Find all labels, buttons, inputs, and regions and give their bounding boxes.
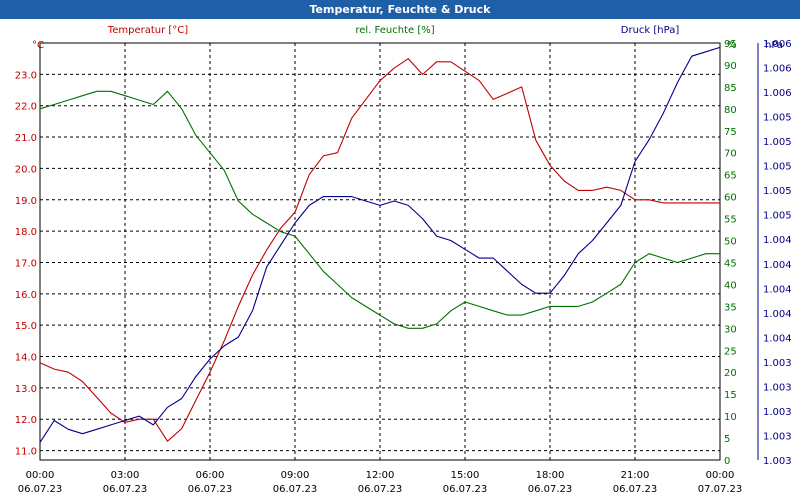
mid-tick-label: 35	[724, 302, 737, 313]
x-tick-date: 07.07.23	[698, 484, 743, 495]
mid-tick-label: 20	[724, 368, 737, 379]
right-tick-label: 1.006	[763, 39, 792, 50]
series-line	[39, 90, 720, 329]
mid-tick-label: 0	[724, 456, 730, 467]
x-tick-date: 06.07.23	[188, 484, 233, 495]
mid-tick-label: 5	[724, 434, 730, 445]
right-tick-label: 1.005	[763, 113, 792, 124]
series-line	[39, 58, 720, 442]
right-tick-label: 1.006	[763, 64, 792, 75]
left-tick-label: 19.0	[15, 196, 37, 207]
left-tick-label: 15.0	[15, 321, 37, 332]
plot-border	[39, 42, 721, 461]
left-tick-label: 17.0	[15, 258, 37, 269]
left-axis-label: Temperatur [°C]	[107, 25, 188, 36]
x-tick-date: 06.07.23	[443, 484, 488, 495]
mid-axis-label: rel. Feuchte [%]	[355, 25, 434, 36]
mid-tick-label: 30	[724, 324, 737, 335]
right-tick-label: 1.005	[763, 162, 792, 173]
series-line	[39, 46, 721, 443]
left-tick-label: 14.0	[15, 353, 37, 364]
x-tick-time: 12:00	[366, 470, 395, 481]
mid-tick-label: 10	[724, 412, 737, 423]
x-tick-time: 21:00	[621, 470, 650, 481]
mid-tick-label: 65	[724, 171, 737, 182]
mid-tick-label: 15	[724, 390, 737, 401]
x-tick-date: 06.07.23	[273, 484, 318, 495]
right-tick-label: 1.004	[763, 235, 792, 246]
x-tick-date: 06.07.23	[18, 484, 63, 495]
mid-tick-label: 90	[724, 61, 737, 72]
right-tick-label: 1.004	[763, 260, 792, 271]
right-tick-label: 1.004	[763, 284, 792, 295]
tick-labels: 00:00 06.07.23 03:00 06.07.23 06:00 06.07.23 0…	[15, 39, 792, 495]
mid-tick-label: 60	[724, 193, 737, 204]
right-tick-label: 1.005	[763, 211, 792, 222]
grid-lines	[40, 43, 720, 460]
mid-tick-label: 40	[724, 280, 737, 291]
left-tick-label: 23.0	[15, 70, 37, 81]
x-tick-time: 09:00	[281, 470, 310, 481]
right-tick-label: 1.003	[763, 407, 792, 418]
right-axis-label: Druck [hPa]	[621, 25, 680, 36]
plot-frame	[39, 42, 759, 461]
left-tick-label: 12.0	[15, 415, 37, 426]
x-tick-time: 06:00	[196, 470, 225, 481]
right-tick-label: 1.005	[763, 186, 792, 197]
left-tick-label: 18.0	[15, 227, 37, 238]
x-tick-date: 06.07.23	[528, 484, 573, 495]
right-tick-label: 1.003	[763, 431, 792, 442]
x-tick-time: 15:00	[451, 470, 480, 481]
left-tick-label: 22.0	[15, 102, 37, 113]
right-tick-label: 1.006	[763, 88, 792, 99]
left-tick-label: 20.0	[15, 164, 37, 175]
right-tick-label: 1.003	[763, 382, 792, 393]
x-tick-date: 06.07.23	[103, 484, 148, 495]
mid-axis-unit: %	[727, 40, 737, 51]
mid-tick-label: 55	[724, 215, 737, 226]
chart-title: Temperatur, Feuchte & Druck	[0, 0, 800, 19]
left-tick-label: 13.0	[15, 384, 37, 395]
right-tick-label: 1.003	[763, 358, 792, 369]
x-tick-time: 00:00	[706, 470, 735, 481]
x-tick-time: 00:00	[26, 470, 55, 481]
right-tick-label: 1.003	[763, 456, 792, 467]
mid-tick-label: 75	[724, 127, 737, 138]
right-tick-label: 1.004	[763, 333, 792, 344]
left-tick-label: 16.0	[15, 290, 37, 301]
mid-tick-label: 85	[724, 83, 737, 94]
left-tick-label: 11.0	[15, 447, 37, 458]
x-tick-time: 18:00	[536, 470, 565, 481]
x-tick-date: 06.07.23	[613, 484, 658, 495]
mid-tick-label: 95	[724, 39, 737, 50]
mid-tick-label: 80	[724, 105, 737, 116]
left-tick-label: 21.0	[15, 133, 37, 144]
x-tick-time: 03:00	[111, 470, 140, 481]
mid-tick-label: 50	[724, 237, 737, 248]
mid-tick-label: 25	[724, 346, 737, 357]
right-tick-label: 1.004	[763, 309, 792, 320]
x-tick-date: 06.07.23	[358, 484, 403, 495]
right-tick-label: 1.005	[763, 137, 792, 148]
mid-tick-label: 45	[724, 258, 737, 269]
series-lines	[39, 46, 721, 443]
left-axis-unit: °C	[32, 40, 44, 51]
mid-tick-label: 70	[724, 149, 737, 160]
right-axis-unit: hPa	[765, 40, 783, 51]
